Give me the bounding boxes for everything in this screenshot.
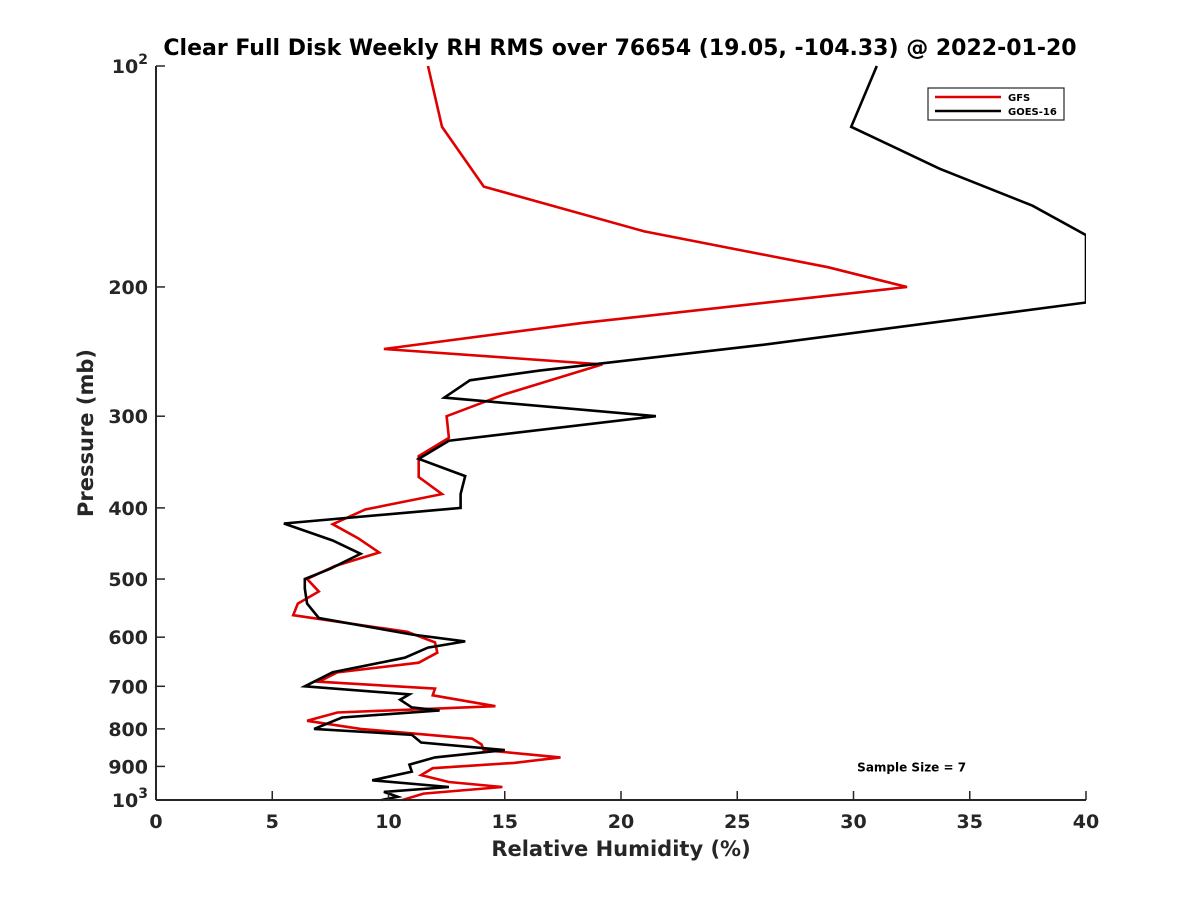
x-axis-label: Relative Humidity (%) bbox=[491, 837, 750, 861]
legend-label-goes16: GOES-16 bbox=[1008, 107, 1057, 118]
y-tick-label: 600 bbox=[108, 627, 148, 649]
series-line-gfs bbox=[291, 65, 908, 802]
y-tick-label: 300 bbox=[108, 406, 148, 428]
x-tick-label: 40 bbox=[1073, 811, 1099, 833]
x-tick-label: 10 bbox=[375, 811, 401, 833]
x-tick-label: 15 bbox=[492, 811, 518, 833]
annotation-layer: Sample Size = 7 bbox=[857, 760, 966, 774]
x-tick-label: 0 bbox=[149, 811, 162, 833]
x-ticks: 0 5 10 15 20 25 30 35 40 bbox=[149, 791, 1099, 833]
y-tick-label: 400 bbox=[108, 498, 148, 520]
sample-size-annotation: Sample Size = 7 bbox=[857, 760, 966, 774]
series-layer bbox=[283, 65, 1086, 802]
y-tick-label: 800 bbox=[108, 719, 148, 741]
x-tick-label: 5 bbox=[266, 811, 279, 833]
x-tick-label: 30 bbox=[840, 811, 866, 833]
x-tick-label: 25 bbox=[724, 811, 750, 833]
chart-title: Clear Full Disk Weekly RH RMS over 76654… bbox=[163, 36, 1076, 61]
legend-label-gfs: GFS bbox=[1008, 93, 1030, 104]
y-tick-label: 500 bbox=[108, 569, 148, 591]
y-tick-label: 103 bbox=[112, 786, 148, 812]
series-line-goes16 bbox=[283, 65, 1086, 802]
y-tick-label: 200 bbox=[108, 277, 148, 299]
legend-box bbox=[927, 87, 1065, 121]
legend: GFS GOES-16 bbox=[927, 87, 1065, 121]
x-tick-label: 35 bbox=[957, 811, 983, 833]
y-tick-label: 700 bbox=[108, 676, 148, 698]
x-tick-label: 20 bbox=[608, 811, 634, 833]
y-tick-label: 900 bbox=[108, 756, 148, 778]
y-tick-label: 102 bbox=[112, 52, 148, 78]
y-axis-label: Pressure (mb) bbox=[74, 349, 98, 517]
y-ticks: 102 200 300 400 500 600 700 800 900 103 bbox=[108, 52, 165, 812]
